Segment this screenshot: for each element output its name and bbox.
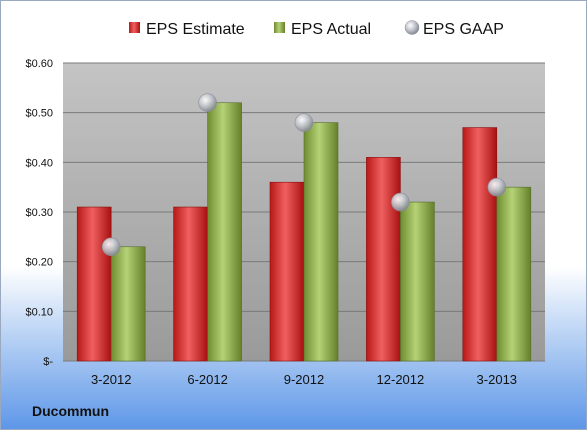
x-tick-label: 6-2012 <box>187 372 227 387</box>
eps-gaap-marker <box>391 192 410 212</box>
y-tick-label: $- <box>43 356 53 368</box>
eps-gaap-marker <box>294 113 314 132</box>
eps-gaap-marker <box>198 93 217 113</box>
eps-gaap-legend-swatch <box>404 20 420 35</box>
x-tick-label: 9-2012 <box>284 372 324 387</box>
eps-estimate-bar <box>76 206 112 362</box>
y-tick-label: $0.20 <box>25 257 53 269</box>
y-tick-label: $0.30 <box>25 207 53 219</box>
eps-actual-bar <box>496 186 532 362</box>
eps-estimate-bar <box>462 127 498 362</box>
legend-label: EPS Actual <box>291 21 371 38</box>
eps-actual-legend-swatch <box>274 22 285 33</box>
eps-estimate-bar <box>366 157 401 362</box>
eps-actual-bar <box>207 102 242 362</box>
eps-actual-bar <box>110 246 146 362</box>
eps-actual-bar <box>400 201 435 362</box>
eps-estimate-bar <box>173 206 208 362</box>
eps-gaap-marker <box>101 237 121 257</box>
x-tick-label: 3-2012 <box>91 372 131 387</box>
eps-actual-bar <box>303 122 339 362</box>
company-name: Ducommun <box>32 403 109 419</box>
eps-gaap-marker <box>487 177 507 197</box>
y-tick-label: $0.50 <box>25 108 53 120</box>
legend-label: EPS Estimate <box>146 21 245 38</box>
x-tick-label: 3-2013 <box>477 372 517 387</box>
y-tick-label: $0.40 <box>25 157 53 169</box>
x-tick-label: 12-2012 <box>377 372 425 387</box>
eps-estimate-legend-swatch <box>129 22 140 33</box>
y-tick-label: $0.10 <box>25 306 53 318</box>
eps-estimate-bar <box>269 181 305 362</box>
legend-label: EPS GAAP <box>423 21 504 38</box>
y-tick-label: $0.60 <box>25 58 53 70</box>
